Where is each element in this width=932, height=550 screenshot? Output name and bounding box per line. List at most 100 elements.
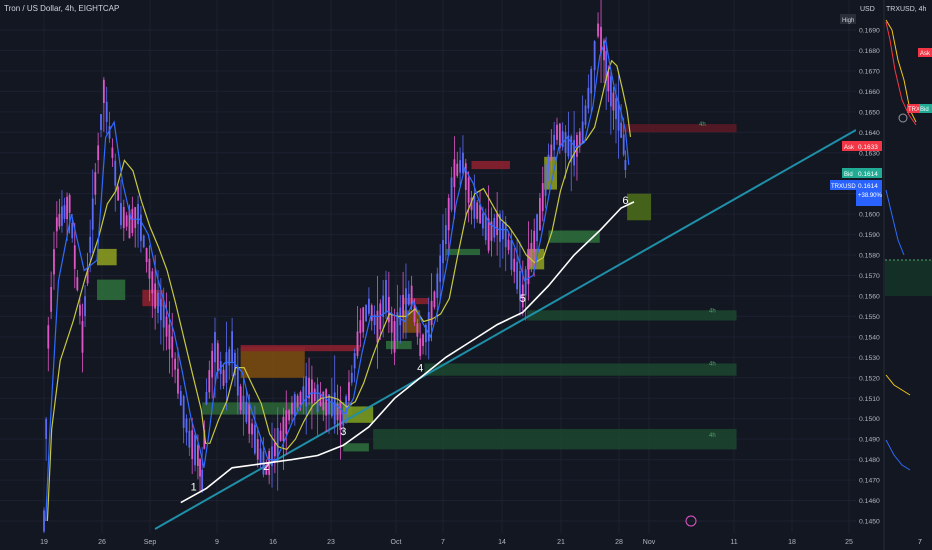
candle-body [544,164,547,196]
ask-value: 0.1633 [858,144,878,151]
candle-body [539,198,541,231]
demand-zone[interactable] [202,402,352,415]
candle-body [385,279,387,312]
candle-body [430,300,433,326]
candle-body [154,283,157,309]
candle-body [553,134,556,151]
candle-body [393,321,396,353]
price-axis[interactable] [856,0,884,550]
wave-label-2: 2 [263,461,269,473]
demand-zone[interactable] [97,279,126,301]
candle-layer [43,0,627,538]
candle-body [356,331,359,356]
candle-body [86,267,89,284]
candle-body [402,294,404,318]
supply-zone[interactable] [403,298,429,305]
supply-zone[interactable] [240,345,361,352]
candle-body [450,177,453,210]
candle-body [228,349,231,366]
target-zone[interactable] [627,193,652,221]
candle-body [607,70,610,92]
candle-body [68,194,71,213]
candle-body [177,368,179,394]
candle-body [199,459,201,477]
demand-zone[interactable] [544,156,557,190]
candle-body [285,410,288,434]
candle-body [259,448,262,464]
demand-zone[interactable] [445,248,481,256]
demand-zone[interactable] [386,340,412,350]
candle-body [148,258,151,279]
time-tick-label: 23 [327,539,335,546]
price-tick-label: 0.1590 [859,232,880,239]
candle-body [516,261,518,290]
mini-series-blue-2 [885,439,911,471]
mini-series-blue [885,189,905,256]
candle-body [345,396,347,414]
candle-body [61,206,63,226]
candle-body [504,221,507,248]
price-tick-label: 0.1570 [859,273,880,280]
candle-body [203,429,206,449]
candle-body [236,366,239,396]
candle-body [134,207,137,228]
demand-zone[interactable] [343,443,369,452]
candle-body [81,321,84,353]
event-marker-icon[interactable] [685,515,697,527]
price-tick-label: 0.1540 [859,334,880,341]
order-block-zone[interactable] [240,347,305,378]
candle-body [165,316,168,337]
symbol-title: Tron / US Dollar, 4h, EIGHTCAP [4,4,119,13]
candle-body [348,382,350,401]
candle-body [194,434,196,466]
candle-body [182,395,185,428]
candle-body [225,352,228,384]
candle-body [407,293,410,305]
time-tick-label: Nov [643,539,656,546]
demand-zone[interactable] [97,248,117,266]
time-tick-label: 26 [98,539,106,546]
candle-body [558,123,561,148]
demand-zone-extended[interactable] [424,363,737,376]
mini-ask-tag [918,48,932,57]
candle-body [470,197,473,211]
candle-body [416,323,419,337]
candle-body [84,296,86,317]
smoothed-trend-curve [180,201,635,504]
candle-body [462,152,464,174]
candle-body [527,253,530,285]
candle-body [211,350,214,378]
candle-body [439,255,442,282]
candle-body [47,325,50,349]
price-tick-label: 0.1450 [859,519,880,526]
right-mini-panel[interactable]: TRXUSD, 4h Ask TRX Bid 7 [883,0,932,550]
candle-body [362,307,365,333]
price-tick-label: 0.1520 [859,375,880,382]
candle-body [336,403,339,421]
candle-body [171,336,174,358]
candle-body [137,204,139,225]
candle-body [396,312,399,342]
candle-body [308,377,310,399]
candle-body [145,247,148,263]
candle-body [214,332,216,363]
candle-body [185,418,188,433]
candle-body [605,50,608,81]
candle-body [368,298,370,314]
time-axis[interactable] [0,533,884,550]
candle-body [581,121,584,144]
candle-body [179,391,182,406]
supply-zone[interactable] [471,160,510,170]
supply-zone-extended[interactable] [621,124,737,133]
time-tick-label: 7 [441,539,445,546]
candle-body [496,213,499,236]
candle-body [79,304,81,316]
candle-body [120,203,122,226]
candle-body [519,271,521,301]
candle-body [288,410,290,421]
demand-zone[interactable] [548,230,600,243]
demand-zone-extended[interactable] [373,428,737,450]
mini-panel-zone [885,260,932,296]
demand-zone-extended[interactable] [527,310,737,321]
